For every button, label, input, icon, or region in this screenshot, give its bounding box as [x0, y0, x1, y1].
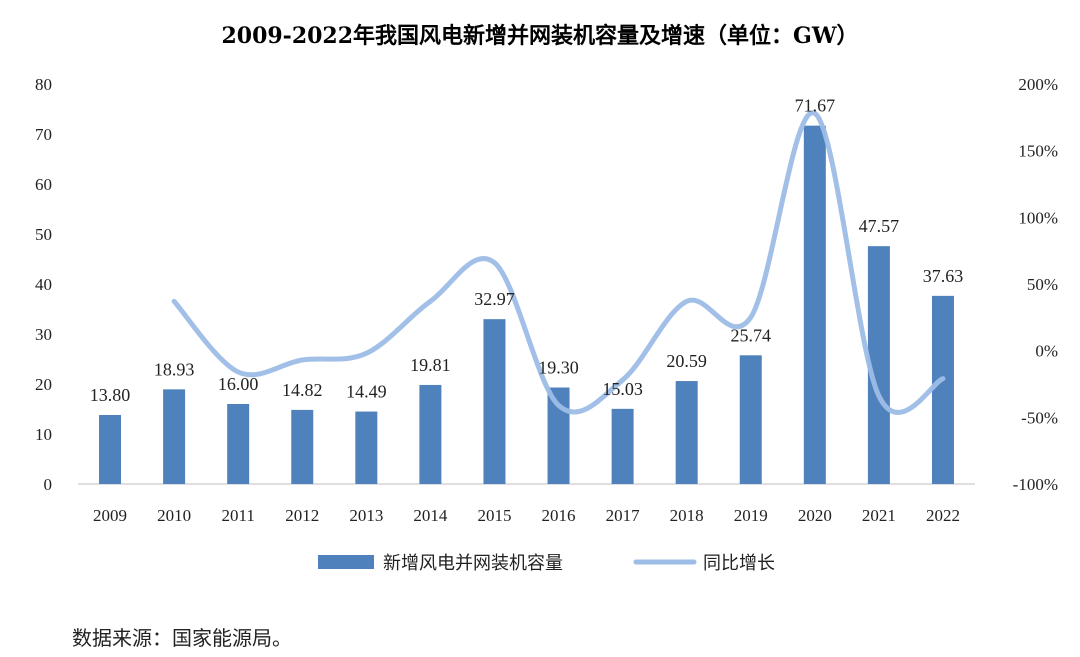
x-tick-label: 2016 [542, 506, 576, 525]
bar [291, 409, 314, 484]
bar-data-label: 14.82 [282, 380, 323, 400]
bar-data-label: 13.80 [90, 385, 131, 405]
chart-title: 2009-2022年我国风电新增并网装机容量及增速（单位：GW） [221, 23, 859, 49]
legend-label-bar: 新增风电并网装机容量 [383, 553, 563, 574]
chart-legend: 新增风电并网装机容量 同比增长 [318, 553, 775, 574]
y-right-tick-label: 0% [1035, 342, 1058, 361]
bar [867, 246, 890, 484]
x-tick-label: 2013 [349, 506, 383, 525]
y-right-tick-label: 50% [1027, 275, 1058, 294]
source-note: 数据来源：国家能源局。 [72, 626, 292, 650]
bar [419, 384, 442, 484]
bar [611, 408, 634, 484]
bar [931, 295, 954, 484]
bar-data-label: 16.00 [218, 374, 259, 394]
y-left-tick-label: 80 [35, 75, 52, 94]
bar-data-label: 71.67 [795, 96, 836, 116]
bar [227, 404, 250, 484]
bar [739, 355, 762, 484]
y-left-tick-label: 50 [35, 225, 52, 244]
bar-data-label: 32.97 [474, 289, 515, 309]
bar-data-label: 47.57 [859, 216, 900, 236]
y-right-tick-label: -50% [1021, 408, 1058, 427]
bar [675, 381, 698, 484]
chart-axes: 0 10 20 30 40 50 60 70 80 -100% -50% 0% 50% 100% 150% 2… [35, 75, 1058, 525]
y-left-tick-label: 40 [35, 275, 52, 294]
bar-data-label: 19.30 [538, 358, 579, 378]
x-tick-label: 2017 [606, 506, 641, 525]
x-tick-label: 2022 [926, 506, 960, 525]
bar [99, 415, 122, 484]
legend-swatch-bar [318, 555, 374, 569]
x-tick-label: 2020 [798, 506, 832, 525]
bar-data-label: 25.74 [731, 325, 772, 345]
data-labels: 13.80 18.93 16.00 14.82 14.49 19.81 32.97 19.30… [90, 96, 963, 405]
x-tick-label: 2011 [221, 506, 254, 525]
y-left-tick-label: 20 [35, 375, 52, 394]
x-tick-label: 2018 [670, 506, 704, 525]
x-tick-label: 2009 [93, 506, 127, 525]
bar [163, 389, 186, 484]
y-left-tick-label: 30 [35, 325, 52, 344]
growth-line [171, 110, 946, 415]
x-tick-label: 2019 [734, 506, 768, 525]
bar-data-label: 15.03 [602, 379, 643, 399]
line-series [171, 110, 946, 415]
bar-data-label: 37.63 [923, 266, 964, 286]
x-tick-label: 2010 [157, 506, 191, 525]
bar [355, 411, 378, 484]
y-right-tick-label: 200% [1018, 75, 1058, 94]
x-tick-label: 2015 [477, 506, 511, 525]
bar-data-label: 14.49 [346, 382, 387, 402]
x-tick-label: 2014 [413, 506, 448, 525]
bar-data-label: 19.81 [410, 355, 451, 375]
y-right-tick-label: 150% [1018, 142, 1058, 161]
x-tick-label: 2021 [862, 506, 896, 525]
y-right-tick-label: -100% [1013, 475, 1058, 494]
y-left-tick-label: 0 [44, 475, 53, 494]
y-left-tick-label: 60 [35, 175, 52, 194]
bar-data-label: 20.59 [666, 351, 707, 371]
legend-label-line: 同比增长 [703, 553, 775, 574]
y-left-tick-label: 70 [35, 125, 52, 144]
bar-series [99, 125, 954, 485]
bar [803, 125, 826, 485]
y-left-tick-label: 10 [35, 425, 52, 444]
bar [483, 319, 506, 484]
x-tick-label: 2012 [285, 506, 319, 525]
bar-data-label: 18.93 [154, 359, 195, 379]
y-right-tick-label: 100% [1018, 208, 1058, 227]
